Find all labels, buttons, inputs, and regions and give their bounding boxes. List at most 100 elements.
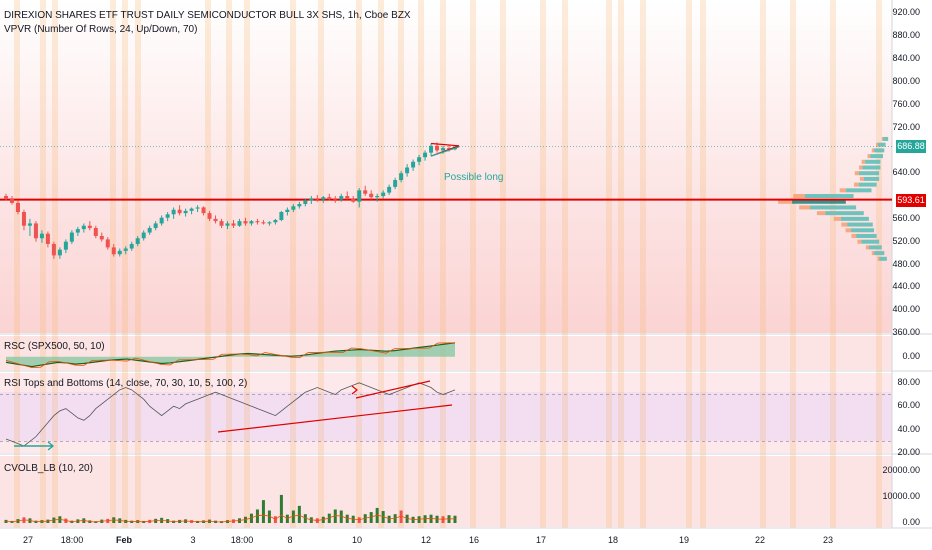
vp-up-5 (862, 165, 881, 170)
candle-body-6 (39, 233, 44, 239)
rsc-legend[interactable]: RSC (SPX500, 50, 10) (4, 341, 105, 352)
candle-body-30 (183, 210, 188, 214)
rsi-legend[interactable]: RSI Tops and Bottoms (14, close, 70, 30,… (4, 378, 248, 389)
time-label-3: 3 (190, 535, 196, 545)
vp-down-6 (854, 171, 859, 176)
price-label-2: 840.00 (892, 53, 920, 64)
time-label-4: 18:00 (230, 535, 254, 545)
vpvr-legend[interactable]: VPVR (Number Of Rows, 24, Up/Down, 70) (4, 24, 198, 35)
candle-body-59 (357, 190, 362, 202)
session-highlight-13 (398, 0, 404, 528)
candle-body-48 (291, 206, 296, 210)
vp-up-21 (879, 256, 887, 261)
candle-body-25 (153, 223, 158, 228)
candle-body-66 (399, 173, 404, 181)
candle-body-39 (237, 221, 242, 226)
vp-down-16 (845, 228, 852, 233)
time-label-8: 16 (468, 535, 480, 545)
vp-down-12 (799, 205, 811, 210)
price-label-10: 440.00 (892, 281, 920, 292)
candle-body-33 (201, 207, 206, 214)
candle-body-45 (273, 220, 278, 223)
cvol-bar-49 (297, 505, 301, 523)
time-label-10: 18 (607, 535, 619, 545)
vp-up-6 (858, 171, 880, 176)
cvol-legend[interactable]: CVOLB_LB (10, 20) (4, 463, 93, 474)
rsi-line (5, 382, 456, 447)
session-highlight-26 (790, 0, 796, 528)
session-highlight-2 (52, 0, 58, 528)
cvol-bar-67 (405, 514, 409, 523)
candle-body-70 (423, 152, 428, 158)
vp-up-13 (825, 211, 864, 216)
cvol-bar-56 (339, 510, 343, 523)
cvol-label-2: 0.00 (902, 517, 920, 527)
rsi-label-1: 60.00 (897, 400, 920, 411)
vp-up-15 (847, 222, 873, 227)
time-label-0: 27 (22, 535, 34, 545)
candle-body-69 (417, 157, 422, 162)
candle-body-53 (321, 197, 326, 200)
vp-down-13 (816, 211, 826, 216)
vp-up-1 (877, 142, 886, 147)
session-highlight-20 (606, 0, 612, 528)
cvol-bar-60 (363, 514, 367, 523)
candle-body-15 (93, 227, 98, 236)
rsc-area (6, 342, 455, 367)
session-highlight-10 (318, 0, 324, 528)
vp-up-12 (809, 205, 857, 210)
candle-body-40 (243, 221, 248, 224)
session-highlight-11 (356, 0, 362, 528)
vp-down-9 (839, 188, 846, 193)
price-label-9: 480.00 (892, 258, 920, 269)
candle-body-17 (105, 239, 110, 248)
price-label-0: 920.00 (892, 7, 920, 18)
candle-body-57 (345, 196, 350, 199)
rsi-label-3: 20.00 (897, 447, 920, 457)
rsc-label-0: 0.00 (902, 350, 920, 361)
vp-up-18 (861, 239, 880, 244)
vp-down-4 (861, 159, 866, 164)
session-highlight-0 (14, 0, 20, 528)
candle-body-35 (213, 218, 218, 222)
candle-body-11 (69, 232, 74, 242)
rsi-arrow-red (351, 385, 358, 395)
candle-body-21 (129, 243, 134, 249)
cvol-bar-43 (261, 500, 265, 523)
last-price-tag: 686.88 (896, 140, 926, 154)
session-highlight-18 (540, 0, 546, 528)
candle-body-8 (51, 243, 56, 256)
candle-body-29 (177, 209, 182, 214)
candle-body-5 (33, 223, 38, 239)
candle-body-10 (63, 241, 68, 250)
candle-body-37 (225, 223, 230, 226)
price-label-11: 400.00 (892, 304, 920, 315)
rsi-band (0, 392, 892, 441)
session-highlight-12 (378, 0, 384, 528)
price-label-8: 520.00 (892, 235, 920, 246)
candle-body-46 (279, 212, 284, 221)
candle-body-51 (309, 198, 314, 201)
candle-body-64 (387, 186, 392, 193)
symbol-title[interactable]: DIREXION SHARES ETF TRUST DAILY SEMICOND… (4, 10, 411, 21)
candle-body-7 (45, 233, 50, 244)
price-label-12: 360.00 (892, 327, 920, 337)
candle-body-13 (81, 225, 86, 230)
vp-down-5 (859, 165, 863, 170)
candle-body-42 (255, 221, 260, 223)
vp-up-10 (804, 194, 854, 199)
vp-up-8 (858, 182, 877, 187)
price-label-1: 880.00 (892, 30, 920, 41)
vp-up-20 (874, 251, 885, 256)
rsi-label-0: 80.00 (897, 376, 920, 387)
session-highlight-17 (500, 0, 506, 528)
cvol-bar-46 (279, 494, 283, 523)
vp-down-15 (841, 222, 848, 227)
session-highlight-23 (686, 0, 692, 528)
vp-up-14 (840, 216, 869, 221)
session-highlight-19 (562, 0, 568, 528)
rsi-trendline-top (355, 380, 431, 399)
vp-up-0 (883, 136, 889, 141)
session-highlight-6 (205, 0, 211, 528)
